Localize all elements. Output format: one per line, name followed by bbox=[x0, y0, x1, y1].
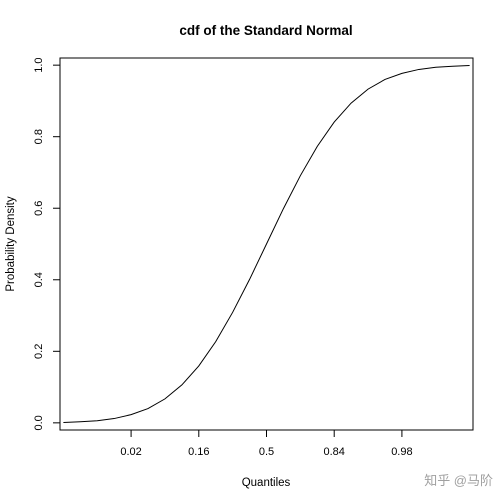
x-tick-label: 0.02 bbox=[120, 446, 141, 458]
y-tick-label: 0.8 bbox=[33, 129, 45, 144]
x-tick-label: 0.16 bbox=[188, 446, 209, 458]
chart-title: cdf of the Standard Normal bbox=[179, 23, 352, 38]
y-tick-label: 0.2 bbox=[33, 344, 45, 359]
y-tick-label: 0.4 bbox=[33, 272, 45, 287]
y-tick-label: 0.6 bbox=[33, 201, 45, 216]
x-tick-label: 0.5 bbox=[259, 446, 274, 458]
y-tick-label: 0.0 bbox=[33, 415, 45, 430]
y-axis-label: Probability Density bbox=[5, 196, 17, 291]
x-axis: 0.02 0.16 0.5 0.84 0.98 bbox=[120, 430, 413, 458]
x-tick-label: 0.84 bbox=[323, 446, 344, 458]
cdf-curve bbox=[63, 65, 470, 423]
x-tick-label: 0.98 bbox=[391, 446, 412, 458]
y-tick-label: 1.0 bbox=[33, 58, 45, 73]
watermark-text: 知乎 @马阶 bbox=[424, 473, 493, 488]
y-axis: 0.0 0.2 0.4 0.6 0.8 1.0 bbox=[33, 58, 60, 430]
x-axis-label: Quantiles bbox=[242, 477, 291, 489]
